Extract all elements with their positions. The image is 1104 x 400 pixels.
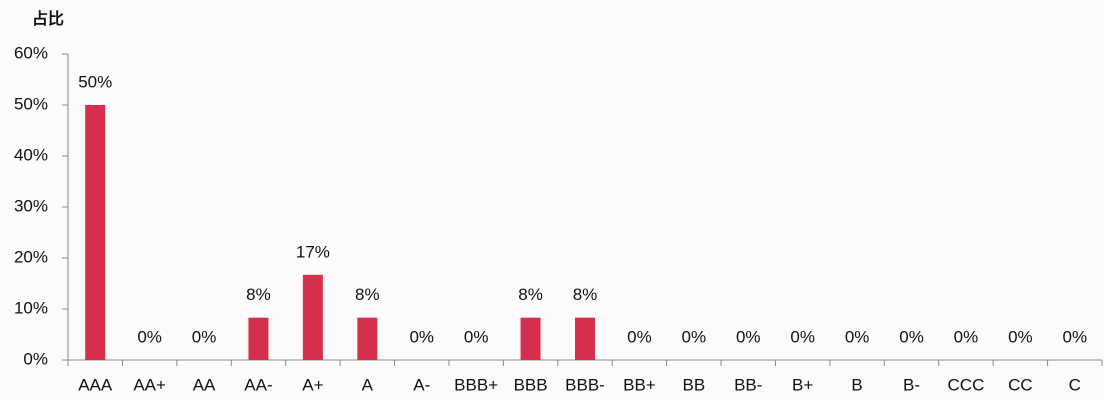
x-tick-label: AA-	[244, 375, 272, 394]
y-tick-label: 0%	[23, 349, 48, 368]
y-tick-label: 40%	[14, 145, 48, 164]
value-label: 0%	[464, 327, 489, 346]
bar	[85, 105, 106, 360]
value-label: 8%	[518, 285, 543, 304]
value-label: 0%	[682, 327, 707, 346]
x-tick-label: A+	[302, 375, 323, 394]
bar	[302, 274, 323, 360]
x-tick-label: BB	[682, 375, 705, 394]
value-label: 0%	[736, 327, 761, 346]
x-tick-label: CC	[1008, 375, 1033, 394]
value-label: 17%	[296, 242, 330, 261]
x-tick-label: AA+	[133, 375, 166, 394]
value-label: 0%	[192, 327, 217, 346]
y-axis-label: 占比	[32, 9, 64, 28]
x-tick-label: C	[1069, 375, 1081, 394]
x-tick-label: BBB	[514, 375, 548, 394]
x-tick-label: A	[362, 375, 374, 394]
x-tick-label: A-	[413, 375, 430, 394]
value-label: 8%	[573, 285, 598, 304]
value-label: 0%	[409, 327, 434, 346]
value-label: 50%	[78, 72, 112, 91]
value-label: 8%	[355, 285, 380, 304]
value-label: 0%	[845, 327, 870, 346]
x-tick-label: B-	[903, 375, 920, 394]
value-label: 0%	[1008, 327, 1033, 346]
value-label: 0%	[899, 327, 924, 346]
x-tick-label: B+	[792, 375, 813, 394]
x-tick-label: BBB-	[565, 375, 605, 394]
x-tick-label: AA	[193, 375, 216, 394]
y-tick-label: 60%	[14, 43, 48, 62]
value-label: 8%	[246, 285, 271, 304]
y-tick-label: 30%	[14, 196, 48, 215]
bar	[357, 317, 378, 360]
bar	[575, 317, 595, 360]
bar	[520, 317, 541, 360]
x-tick-label: CCC	[948, 375, 985, 394]
bar	[248, 317, 269, 360]
x-tick-label: BB+	[623, 375, 656, 394]
y-tick-label: 10%	[14, 298, 48, 317]
value-label: 0%	[790, 327, 815, 346]
y-tick-label: 20%	[14, 247, 48, 266]
value-label: 0%	[1063, 327, 1088, 346]
value-label: 0%	[137, 327, 162, 346]
x-tick-label: B	[851, 375, 862, 394]
x-tick-label: AAA	[78, 375, 113, 394]
y-tick-label: 50%	[14, 94, 48, 113]
value-label: 0%	[627, 327, 652, 346]
x-tick-label: BB-	[734, 375, 762, 394]
value-label: 0%	[954, 327, 979, 346]
x-tick-label: BBB+	[454, 375, 498, 394]
